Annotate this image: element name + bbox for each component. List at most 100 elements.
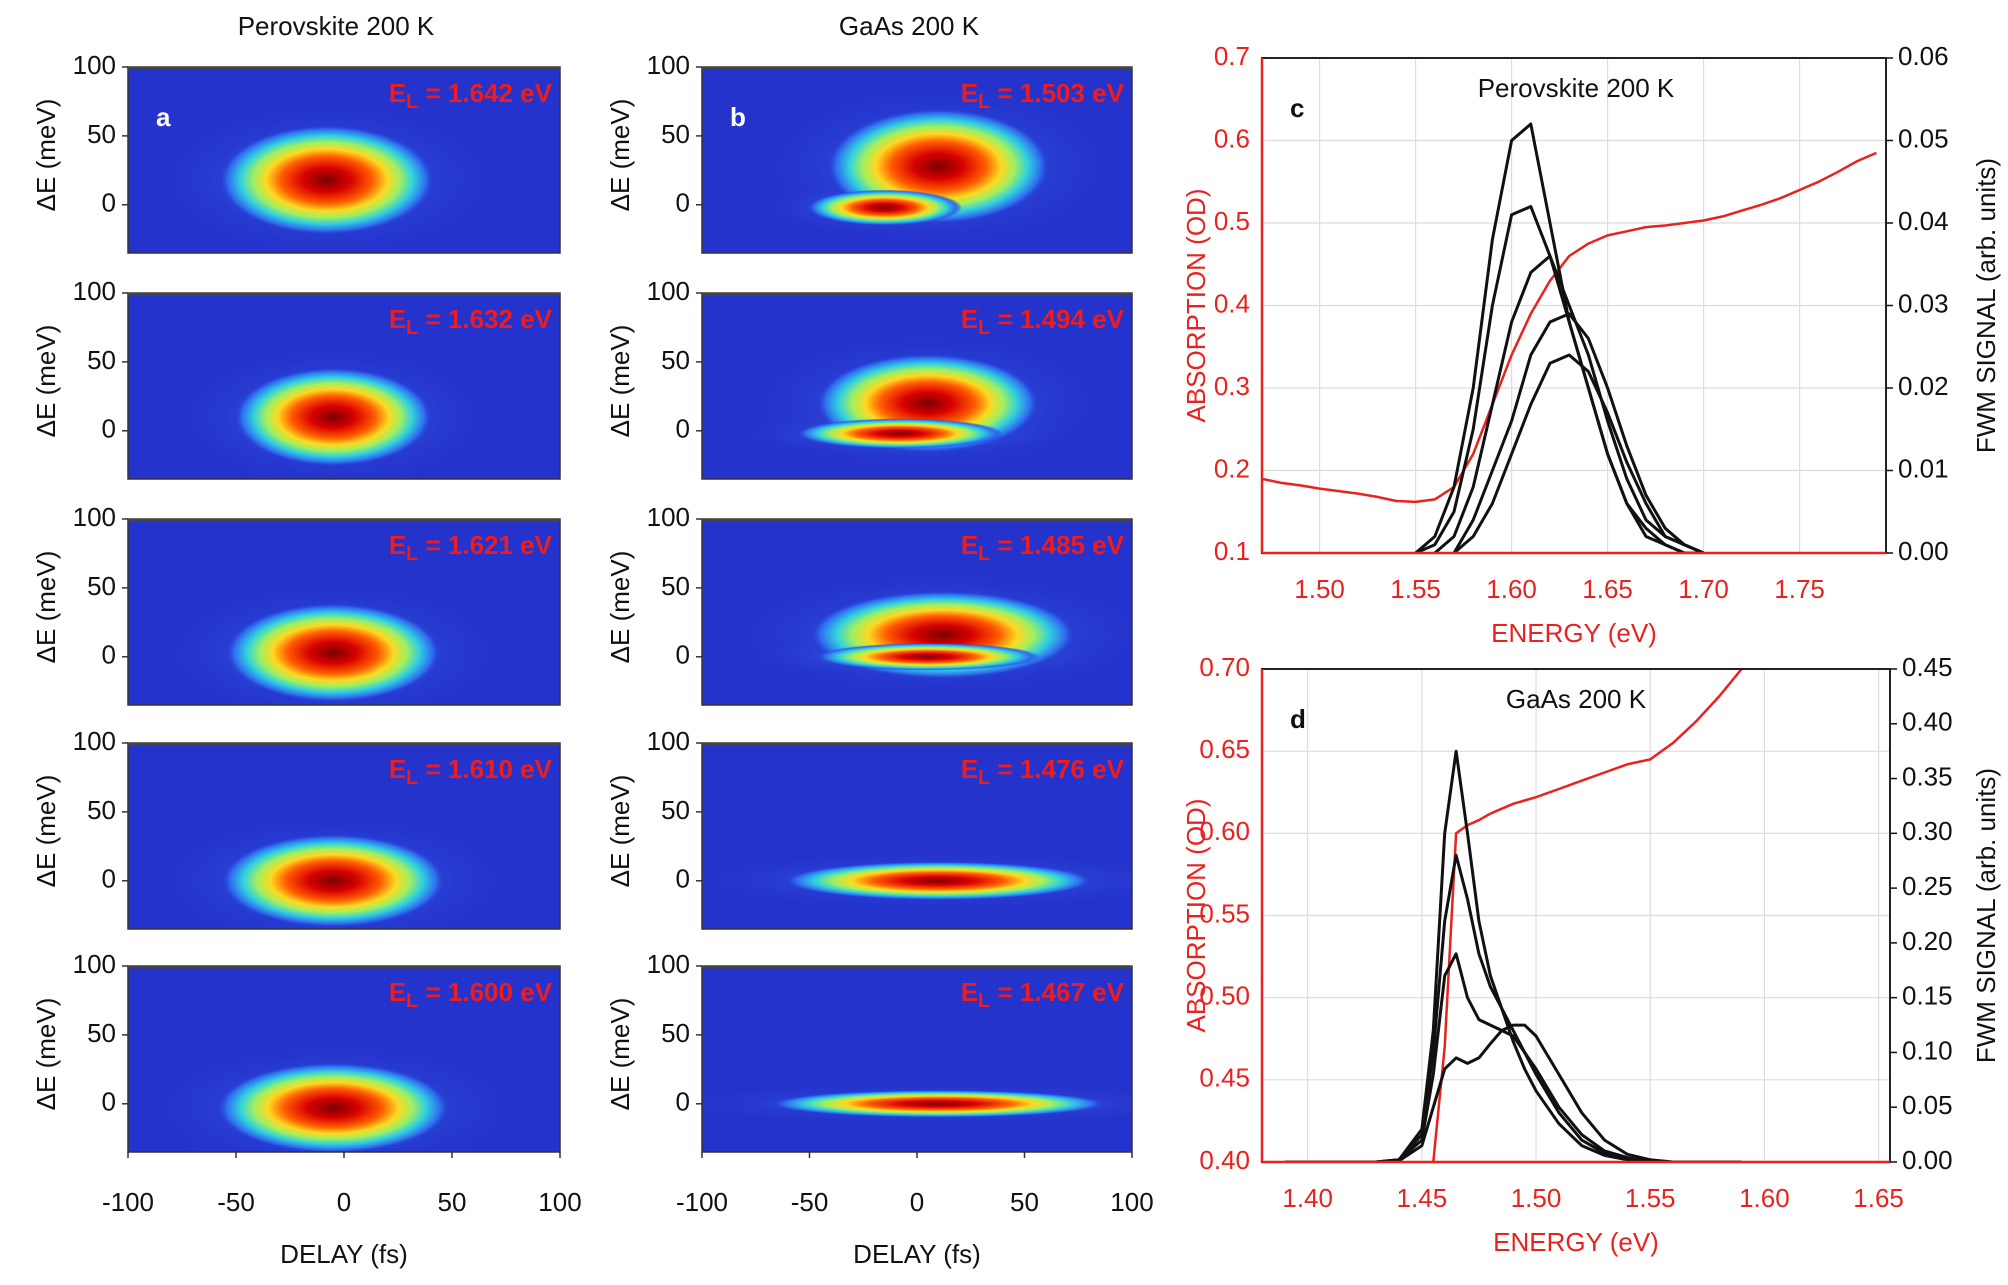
panel-letter: a xyxy=(156,102,171,132)
y-tick-label: 0.2 xyxy=(1214,453,1250,483)
y-tick-label: 100 xyxy=(73,50,116,80)
y2-tick-label: 0.15 xyxy=(1902,981,1953,1011)
intensity-blob xyxy=(216,1062,450,1152)
panel-letter: b xyxy=(730,102,746,132)
y-tick-label: 100 xyxy=(73,502,116,532)
intensity-blob xyxy=(220,833,446,928)
x-tick-label: 0 xyxy=(910,1187,924,1217)
fwm-line xyxy=(1284,749,1742,1162)
x-tick-label: 1.65 xyxy=(1853,1183,1904,1213)
y2-tick-label: 0.06 xyxy=(1898,41,1949,71)
fwm-line xyxy=(1284,952,1742,1162)
fwm-line xyxy=(1415,205,1704,553)
y-tick-label: 0.55 xyxy=(1199,898,1250,928)
annotation: EL = 1.621 eV xyxy=(389,530,553,565)
x-tick-label: 100 xyxy=(1110,1187,1153,1217)
intensity-blob xyxy=(815,643,1040,671)
y2-tick-label: 0.02 xyxy=(1898,371,1949,401)
fwm-line xyxy=(1433,254,1705,553)
y-tick-label: 50 xyxy=(661,1018,690,1048)
annotation: EL = 1.476 eV xyxy=(961,754,1125,789)
panel-letter: d xyxy=(1290,704,1306,734)
fwm-line xyxy=(1452,312,1705,553)
annotation-symbol: E xyxy=(389,754,406,784)
y-tick-label: 0 xyxy=(102,640,116,670)
intensity-blob xyxy=(225,603,442,703)
y-axis-label: ΔE (meV) xyxy=(31,775,61,888)
panel-title: Perovskite 200 K xyxy=(238,11,435,41)
y-axis-label: ΔE (meV) xyxy=(31,998,61,1111)
x-axis-label: DELAY (fs) xyxy=(280,1239,408,1269)
intensity-blob xyxy=(770,1090,1107,1118)
y-tick-label: 0 xyxy=(676,640,690,670)
y-tick-label: 50 xyxy=(661,345,690,375)
panel-title: GaAs 200 K xyxy=(839,11,980,41)
y-tick-label: 0 xyxy=(102,188,116,218)
y-tick-label: 100 xyxy=(73,726,116,756)
heatmap-image xyxy=(724,328,1118,478)
annotation-text: = 1.632 eV xyxy=(418,304,552,334)
annotation-symbol: E xyxy=(961,78,978,108)
y-tick-label: 0 xyxy=(102,414,116,444)
x-axis-label: DELAY (fs) xyxy=(853,1239,981,1269)
intensity-blob xyxy=(233,367,433,467)
y-tick-label: 0 xyxy=(676,1087,690,1117)
annotation-symbol: E xyxy=(389,304,406,334)
x-tick-label: -50 xyxy=(217,1187,255,1217)
annotation-subscript: L xyxy=(406,767,418,789)
heatmap-image xyxy=(164,342,503,479)
y-axis-label: ΔE (meV) xyxy=(31,99,61,212)
y-tick-label: 0.45 xyxy=(1199,1063,1250,1093)
y-axis-label: ΔE (meV) xyxy=(31,325,61,438)
y2-tick-label: 0.05 xyxy=(1902,1090,1953,1120)
y2-tick-label: 0.10 xyxy=(1902,1035,1953,1065)
intensity-blob xyxy=(807,189,963,226)
annotation-subscript: L xyxy=(406,543,418,565)
x-tick-label: 1.75 xyxy=(1774,574,1825,604)
x-tick-label: 1.65 xyxy=(1582,574,1633,604)
x-axis-label: ENERGY (eV) xyxy=(1493,1227,1659,1257)
x-tick-label: 1.60 xyxy=(1739,1183,1790,1213)
y-tick-label: 0.4 xyxy=(1214,288,1250,318)
annotation-text: = 1.467 eV xyxy=(990,977,1124,1007)
absorption-line xyxy=(1262,151,1877,504)
annotation: EL = 1.485 eV xyxy=(961,530,1125,565)
annotation-symbol: E xyxy=(389,78,406,108)
y2-tick-label: 0.30 xyxy=(1902,816,1953,846)
annotation-subscript: L xyxy=(978,317,990,339)
y-tick-label: 100 xyxy=(647,949,690,979)
y-tick-label: 100 xyxy=(647,276,690,306)
y-tick-label: 0.3 xyxy=(1214,371,1250,401)
heatmap-image xyxy=(143,97,511,253)
fwm-line xyxy=(1284,853,1742,1162)
annotation: EL = 1.494 eV xyxy=(961,304,1125,339)
x-tick-label: 1.60 xyxy=(1486,574,1537,604)
x-tick-label: 1.50 xyxy=(1511,1183,1562,1213)
annotation-symbol: E xyxy=(389,530,406,560)
annotation-text: = 1.621 eV xyxy=(418,530,552,560)
y-tick-label: 0.65 xyxy=(1199,734,1250,764)
annotation: EL = 1.610 eV xyxy=(389,754,553,789)
y-tick-label: 100 xyxy=(73,949,116,979)
heatmap-image xyxy=(748,79,1129,253)
y-tick-label: 0.1 xyxy=(1214,536,1250,566)
y-tick-label: 50 xyxy=(87,571,116,601)
fwm-line xyxy=(1414,122,1704,553)
x-tick-label: 50 xyxy=(1010,1187,1039,1217)
annotation-symbol: E xyxy=(961,977,978,1007)
y2-tick-label: 0.45 xyxy=(1902,652,1953,682)
y-tick-label: 50 xyxy=(87,345,116,375)
annotation-subscript: L xyxy=(406,91,418,113)
annotation-text: = 1.642 eV xyxy=(418,78,552,108)
y-axis-label: ΔE (meV) xyxy=(605,325,635,438)
y-tick-label: 0 xyxy=(102,864,116,894)
intensity-blob xyxy=(796,418,1003,449)
y-axis-label: ΔE (meV) xyxy=(605,775,635,888)
panel-letter: c xyxy=(1290,93,1304,123)
x-tick-label: 1.45 xyxy=(1397,1183,1448,1213)
fwm-line xyxy=(1284,1023,1742,1162)
y-tick-label: 50 xyxy=(661,119,690,149)
heatmap-image xyxy=(716,568,1132,701)
y-axis-label: ΔE (meV) xyxy=(605,998,635,1111)
annotation-text: = 1.600 eV xyxy=(418,977,552,1007)
